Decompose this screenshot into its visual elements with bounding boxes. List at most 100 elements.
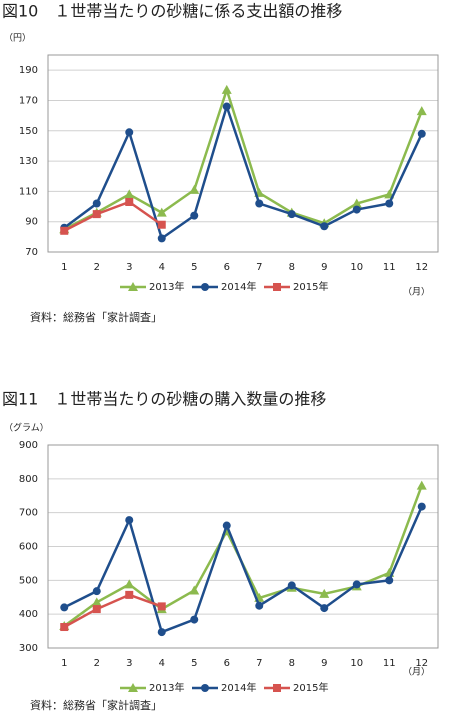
data-point bbox=[157, 220, 166, 229]
y-tick-label: 190 bbox=[19, 65, 38, 76]
data-point bbox=[385, 576, 394, 585]
data-point bbox=[92, 210, 101, 219]
data-point bbox=[320, 604, 329, 613]
series-line bbox=[63, 593, 163, 629]
data-point bbox=[157, 628, 166, 637]
data-point bbox=[320, 222, 329, 231]
legend-label: 2013年 bbox=[149, 681, 184, 694]
legend-marker bbox=[201, 684, 209, 692]
x-tick-label: 11 bbox=[383, 262, 396, 273]
y-tick-label: 90 bbox=[25, 217, 38, 228]
data-point bbox=[222, 102, 231, 111]
data-point bbox=[92, 587, 101, 596]
data-point bbox=[60, 226, 69, 235]
data-point bbox=[189, 184, 200, 194]
data-point bbox=[352, 205, 361, 214]
legend-label: 2014年 bbox=[221, 681, 256, 694]
x-tick-label: 1 bbox=[61, 658, 67, 669]
legend-marker bbox=[201, 283, 209, 291]
x-tick-label: 12 bbox=[415, 658, 428, 669]
data-point bbox=[189, 585, 200, 595]
data-point bbox=[255, 601, 264, 610]
y-tick-label: 150 bbox=[19, 126, 38, 137]
y-tick-label: 700 bbox=[19, 508, 38, 519]
data-point bbox=[92, 605, 101, 614]
x-unit: （月） bbox=[403, 667, 430, 678]
y-unit: （円） bbox=[4, 33, 31, 44]
y-unit: （グラム） bbox=[4, 422, 49, 434]
series-line bbox=[63, 200, 163, 232]
series-line bbox=[63, 485, 423, 628]
legend-label: 2015年 bbox=[293, 280, 328, 293]
x-tick-label: 2 bbox=[94, 658, 100, 669]
data-point bbox=[92, 199, 101, 208]
series-line bbox=[63, 85, 423, 231]
x-tick-label: 7 bbox=[256, 658, 262, 669]
legend-marker bbox=[273, 684, 281, 692]
legend-marker bbox=[273, 283, 281, 291]
data-point bbox=[125, 516, 134, 525]
data-point bbox=[91, 597, 102, 607]
y-tick-label: 300 bbox=[19, 643, 38, 654]
legend-marker bbox=[128, 683, 138, 692]
y-tick-label: 500 bbox=[19, 575, 38, 586]
data-point bbox=[352, 580, 361, 589]
source-note: 資料：総務省「家計調査」 bbox=[30, 310, 162, 324]
data-point bbox=[124, 189, 135, 199]
legend-marker bbox=[128, 282, 138, 291]
data-point bbox=[287, 581, 296, 590]
data-point bbox=[416, 480, 427, 490]
x-tick-label: 10 bbox=[350, 262, 363, 273]
plot-frame bbox=[47, 444, 439, 649]
y-tick-label: 130 bbox=[19, 156, 38, 167]
data-point bbox=[222, 521, 231, 530]
x-tick-label: 6 bbox=[224, 658, 230, 669]
y-tick-label: 900 bbox=[19, 440, 38, 451]
data-point bbox=[156, 207, 167, 217]
data-point bbox=[190, 615, 199, 624]
x-tick-label: 2 bbox=[94, 262, 100, 273]
x-tick-label: 10 bbox=[350, 658, 363, 669]
data-point bbox=[157, 602, 166, 611]
series-line bbox=[63, 102, 423, 241]
x-tick-label: 1 bbox=[61, 262, 67, 273]
chart-title: 図11 １世帯当たりの砂糖の購入数量の推移 bbox=[2, 390, 326, 409]
data-point bbox=[287, 210, 296, 219]
x-tick-label: 6 bbox=[224, 262, 230, 273]
x-tick-label: 5 bbox=[191, 262, 197, 273]
x-tick-label: 7 bbox=[256, 262, 262, 273]
data-point bbox=[385, 199, 394, 208]
y-tick-label: 800 bbox=[19, 474, 38, 485]
x-tick-label: 12 bbox=[415, 262, 428, 273]
source-note: 資料：総務省「家計調査」 bbox=[30, 698, 162, 712]
data-point bbox=[221, 84, 232, 94]
y-tick-label: 600 bbox=[19, 542, 38, 553]
x-tick-label: 9 bbox=[321, 262, 327, 273]
data-point bbox=[417, 129, 426, 138]
data-point bbox=[319, 588, 330, 598]
x-tick-label: 8 bbox=[289, 262, 295, 273]
legend-label: 2013年 bbox=[149, 280, 184, 293]
data-point bbox=[60, 623, 69, 632]
data-point bbox=[124, 579, 135, 589]
x-tick-label: 5 bbox=[191, 658, 197, 669]
plot-frame bbox=[47, 54, 439, 253]
data-point bbox=[416, 106, 427, 116]
data-point bbox=[125, 128, 134, 137]
data-point bbox=[125, 197, 134, 206]
data-point bbox=[351, 198, 362, 208]
chart-title: 図10 １世帯当たりの砂糖に係る支出額の推移 bbox=[2, 2, 342, 21]
data-point bbox=[60, 603, 69, 612]
data-point bbox=[417, 502, 426, 511]
legend-label: 2015年 bbox=[293, 681, 328, 694]
x-tick-label: 3 bbox=[126, 262, 132, 273]
y-tick-label: 110 bbox=[19, 186, 38, 197]
series-line bbox=[63, 506, 423, 634]
x-unit: （月） bbox=[403, 287, 430, 298]
y-tick-label: 400 bbox=[19, 609, 38, 620]
x-tick-label: 8 bbox=[289, 658, 295, 669]
x-tick-label: 3 bbox=[126, 658, 132, 669]
legend-label: 2014年 bbox=[221, 280, 256, 293]
data-point bbox=[190, 211, 199, 220]
